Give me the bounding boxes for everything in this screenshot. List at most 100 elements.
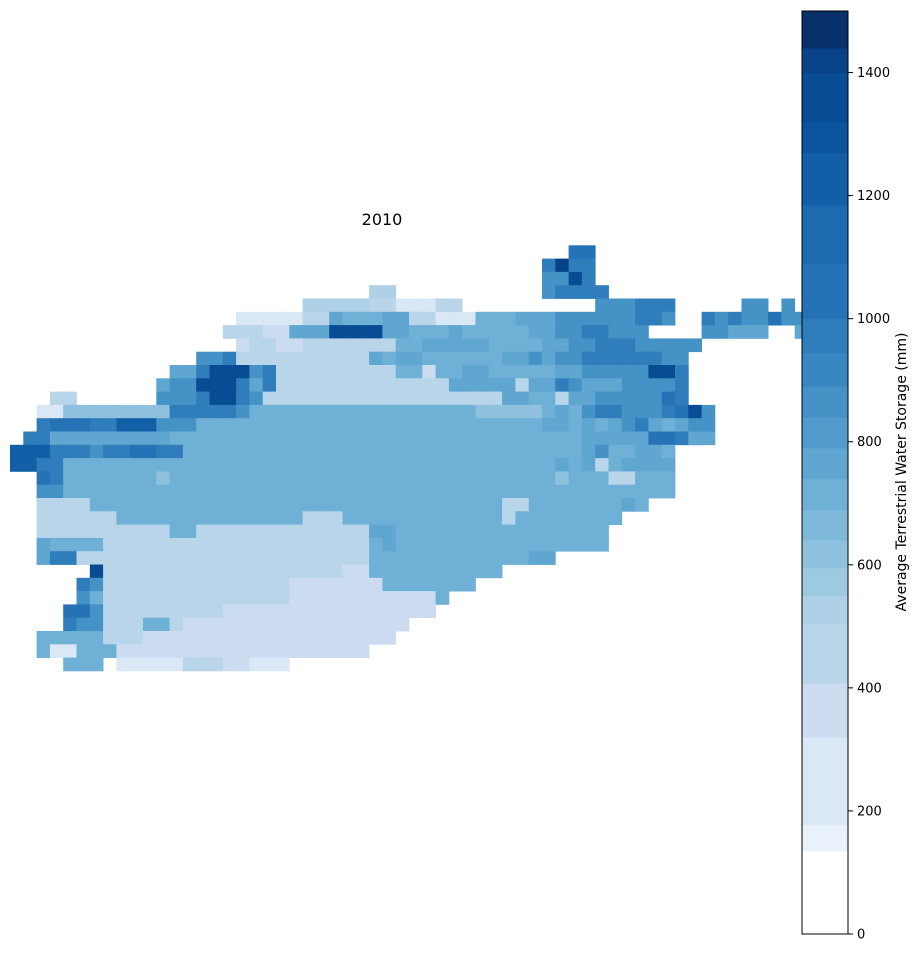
map-cell	[595, 431, 609, 446]
map-cell	[36, 471, 51, 486]
map-cell	[355, 591, 370, 605]
map-cell	[661, 378, 676, 392]
map-cell	[209, 657, 224, 672]
map-cell	[289, 458, 303, 472]
map-cell	[382, 378, 397, 392]
map-cell	[196, 378, 210, 392]
map-cell	[555, 338, 569, 353]
map-cell	[315, 524, 330, 539]
map-cell	[369, 391, 383, 406]
map-cell	[302, 471, 317, 486]
map-cell	[302, 484, 317, 499]
map-cell	[475, 325, 490, 339]
map-cell	[129, 458, 144, 472]
map-cell	[502, 471, 516, 486]
colorbar-bin-20	[802, 47, 848, 74]
map-cell	[395, 338, 410, 353]
map-cell	[209, 418, 224, 432]
map-cell	[409, 404, 423, 419]
map-cell	[608, 431, 623, 446]
map-cell	[315, 498, 330, 512]
map-cell	[209, 524, 224, 539]
map-cell	[422, 577, 436, 592]
map-cell	[289, 644, 303, 658]
map-cell	[369, 591, 383, 605]
map-cell	[395, 537, 410, 552]
map-cell	[143, 591, 157, 605]
map-cell	[502, 484, 516, 499]
map-cell	[395, 484, 410, 499]
map-cell	[36, 537, 51, 552]
map-cell	[103, 631, 117, 645]
map-cell	[608, 378, 623, 392]
map-cell	[302, 458, 317, 472]
map-cell	[635, 431, 649, 446]
map-cell	[182, 604, 197, 619]
map-cell	[395, 391, 410, 406]
map-cell	[382, 404, 397, 419]
map-cell	[621, 325, 636, 339]
map-cell	[302, 444, 317, 459]
map-cell	[448, 298, 463, 313]
map-cell	[555, 444, 569, 459]
map-cell	[236, 484, 250, 499]
map-cell	[422, 537, 436, 552]
map-cell	[49, 511, 64, 525]
map-cell	[249, 591, 264, 605]
map-cell	[488, 378, 503, 392]
map-cell	[528, 391, 543, 406]
map-cell	[276, 325, 290, 339]
map-cell	[262, 537, 277, 552]
map-cell	[355, 617, 370, 632]
map-cell	[276, 431, 290, 446]
map-cell	[76, 577, 91, 592]
map-cell	[581, 418, 596, 432]
map-cell	[728, 325, 742, 339]
map-cell	[222, 511, 237, 525]
map-cell	[129, 631, 144, 645]
map-cell	[196, 471, 210, 486]
map-cell	[262, 365, 277, 379]
map-cell	[196, 591, 210, 605]
map-cell	[661, 365, 676, 379]
map-cell	[435, 551, 450, 565]
map-cell	[502, 311, 516, 326]
map-cell	[276, 378, 290, 392]
map-cell	[475, 338, 490, 353]
colorbar-tick-label: 400	[857, 681, 882, 696]
map-cell	[462, 511, 476, 525]
map-cell	[276, 418, 290, 432]
map-cell	[276, 338, 290, 353]
map-cell	[395, 498, 410, 512]
colorbar-bin-14	[802, 318, 848, 354]
map-cell	[302, 338, 317, 353]
map-cell	[236, 631, 250, 645]
map-cell	[329, 498, 343, 512]
map-cell	[608, 338, 623, 353]
map-cell	[568, 498, 583, 512]
map-cell	[369, 484, 383, 499]
map-cell	[448, 564, 463, 579]
map-cell	[143, 511, 157, 525]
colorbar-bin-5	[802, 595, 848, 624]
map-cell	[502, 524, 516, 539]
map-cell	[23, 444, 37, 459]
map-cell	[49, 484, 64, 499]
map-cell	[648, 444, 663, 459]
map-cell	[462, 431, 476, 446]
map-cell	[555, 404, 569, 419]
map-cell	[169, 365, 184, 379]
map-cell	[422, 524, 436, 539]
map-cell	[302, 604, 317, 619]
map-cell	[369, 564, 383, 579]
map-cell	[129, 591, 144, 605]
map-cell	[369, 338, 383, 353]
map-cell	[222, 325, 237, 339]
map-cell	[116, 657, 131, 672]
map-cell	[156, 551, 170, 565]
colorbar-tick-label: 600	[857, 558, 882, 573]
map-cell	[355, 631, 370, 645]
map-cell	[581, 484, 596, 499]
map-cell	[581, 537, 596, 552]
map-cell	[435, 458, 450, 472]
